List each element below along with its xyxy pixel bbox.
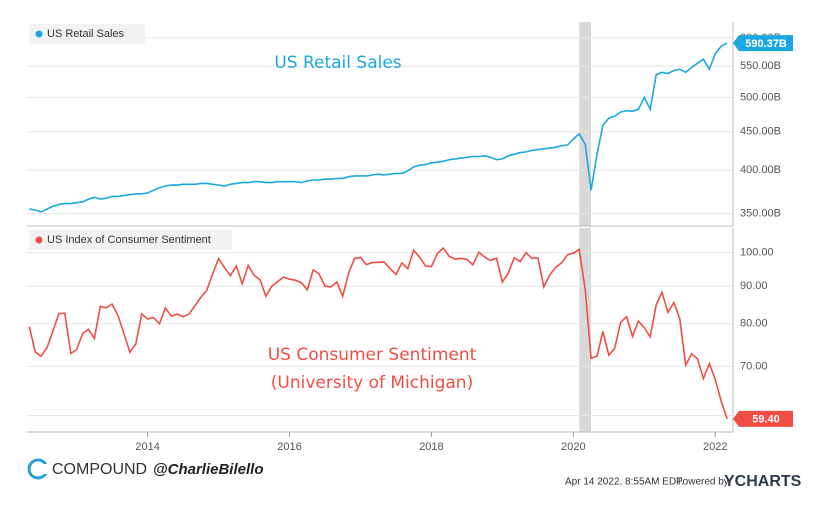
x-tick-label: 2022: [703, 441, 727, 453]
y-tick-label: 550.00B: [740, 60, 781, 72]
footer-logo: [27, 458, 50, 480]
legend-label: US Index of Consumer Sentiment: [47, 234, 211, 246]
handle: @CharlieBilello: [153, 461, 264, 478]
powered-by: Powered by: [676, 477, 729, 488]
brand: COMPOUND: [52, 461, 147, 478]
value-badge-label: 590.37B: [745, 38, 787, 50]
legend-label: US Retail Sales: [47, 28, 125, 40]
y-tick-label: 80.00: [740, 318, 768, 330]
series-line: [28, 246, 728, 420]
series-line: [29, 42, 728, 213]
x-tick-label: 2016: [277, 441, 301, 453]
logo-gap: [40, 464, 50, 474]
annotation: US Retail Sales: [274, 53, 401, 73]
shaded-band: [579, 22, 592, 226]
y-tick-label: 400.00B: [740, 164, 781, 176]
x-tick-label: 2014: [135, 441, 159, 453]
y-tick-label: 100.00: [740, 246, 774, 258]
y-tick-label: 350.00B: [740, 208, 781, 220]
legend-box: [29, 24, 145, 44]
shaded-band: [579, 228, 592, 432]
value-badge: [733, 35, 793, 52]
y-tick-label: 450.00B: [740, 126, 781, 138]
legend-dot: [35, 30, 43, 38]
annotation: (University of Michigan): [271, 373, 473, 393]
y-tick-label: 70.00: [740, 360, 768, 372]
legend-dot: [35, 236, 43, 244]
annotation: US Consumer Sentiment: [268, 345, 477, 365]
x-tick-label: 2020: [561, 441, 585, 453]
provider: YCHARTS: [724, 473, 802, 490]
legend-box: [29, 230, 232, 250]
x-tick-label: 2018: [419, 441, 443, 453]
y-tick-label: 90.00: [740, 280, 768, 292]
value-badge: [733, 410, 793, 427]
value-badge-label: 59.40: [752, 414, 780, 426]
y-tick-label: 500.00B: [740, 91, 781, 103]
timestamp: Apr 14 2022, 8:55AM EDT.: [565, 477, 684, 488]
